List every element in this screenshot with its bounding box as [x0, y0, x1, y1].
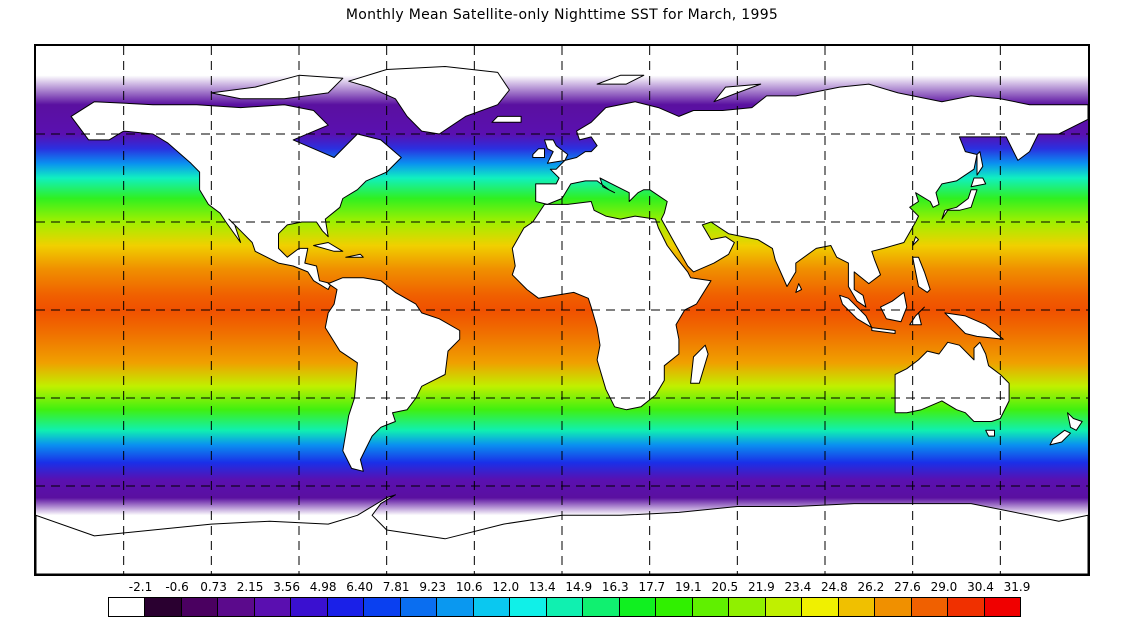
legend-swatch: [656, 598, 693, 616]
legend-swatch: [692, 598, 730, 616]
landmass-africa: [511, 201, 712, 411]
legend-tick-label: 30.4: [967, 580, 994, 594]
legend-swatch: [546, 598, 584, 616]
legend-tick-label: 20.5: [711, 580, 739, 594]
legend-tick-label: 29.0: [930, 580, 958, 594]
legend-swatch: [729, 598, 766, 616]
landmass-philippines: [912, 256, 931, 293]
legend-swatch: [254, 598, 292, 616]
landmass-north-america: [70, 101, 402, 290]
sst-map: [34, 44, 1090, 576]
legend-swatch: [619, 598, 657, 616]
legend-swatch: [145, 598, 182, 616]
legend-swatch: [948, 598, 985, 616]
landmass-sakhalin: [976, 151, 984, 176]
legend-swatch: [510, 598, 547, 616]
legend-swatch: [911, 598, 949, 616]
legend-swatch: [583, 598, 620, 616]
landmass-svalbard: [596, 74, 645, 85]
legend-swatch: [364, 598, 401, 616]
landmass-madagascar: [690, 344, 709, 384]
legend-tick-label: 19.1: [674, 580, 702, 594]
landmass-iceland: [491, 115, 522, 123]
legend-swatch: [473, 598, 511, 616]
landmass-ireland: [532, 148, 545, 158]
legend-swatch: [765, 598, 803, 616]
landmass-taiwan: [912, 236, 919, 246]
legend-tick-label: 23.4: [784, 580, 812, 594]
landmass-cuba: [313, 242, 344, 252]
legend-tick-label: 21.9: [748, 580, 775, 594]
legend-swatch: [838, 598, 876, 616]
legend-tick-label: 4.98: [309, 580, 337, 594]
landmass-novaya-zemlya: [713, 83, 762, 103]
legend-tick-label: 0.73: [200, 580, 227, 594]
landmass-borneo: [880, 291, 908, 323]
legend-tick-label: -2.1: [128, 580, 153, 594]
landmass-new-guinea: [944, 312, 1004, 340]
landmass-greenland: [348, 66, 510, 135]
landmass-australia: [894, 341, 1010, 422]
legend-swatch: [109, 598, 146, 616]
landmass-tasmania: [985, 429, 995, 437]
landmass-japan: [941, 189, 978, 220]
legend-swatch: [400, 598, 438, 616]
legend-tick-label: 6.40: [346, 580, 373, 594]
legend-swatch: [875, 598, 912, 616]
legend-swatch: [181, 598, 219, 616]
legend-tick-label: 31.9: [1003, 580, 1031, 594]
legend-swatch: [802, 598, 839, 616]
landmass-java: [871, 327, 896, 334]
legend-tick-label: 24.8: [821, 580, 848, 594]
landmass-new-zealand-north: [1067, 412, 1083, 431]
legend-tick-label: 27.6: [894, 580, 921, 594]
legend-tick-label: 14.9: [565, 580, 593, 594]
legend-swatch: [327, 598, 365, 616]
legend-tick-label: -0.6: [165, 580, 189, 594]
landmass-hokkaido: [970, 177, 987, 188]
legend-tick-label: 26.2: [857, 580, 885, 594]
map-title: Monthly Mean Satellite-only Nighttime SS…: [345, 7, 779, 23]
legend-tick-label: 7.81: [382, 580, 410, 594]
legend-tick-label: 2.15: [236, 580, 264, 594]
legend-tick-label: 9.23: [419, 580, 447, 594]
landmass-canadian-islands: [210, 74, 344, 100]
landmass-eurasia: [535, 83, 1088, 308]
legend-tick-label: 10.6: [455, 580, 483, 594]
world-map: [36, 46, 1088, 574]
legend-swatch: [218, 598, 255, 616]
landmass-south-america: [324, 277, 461, 472]
color-legend: [108, 597, 1021, 617]
landmass-hispaniola: [345, 253, 364, 258]
legend-tick-label: 13.4: [528, 580, 556, 594]
legend-swatch: [437, 598, 474, 616]
legend-tick-label: 17.7: [638, 580, 666, 594]
graticule-grid: [36, 46, 1088, 574]
legend-tick-label: 16.3: [601, 580, 629, 594]
legend-swatch: [984, 598, 1021, 616]
landmass-sri-lanka: [795, 283, 803, 293]
legend-tick-label: 12.0: [492, 580, 520, 594]
legend-swatch: [291, 598, 328, 616]
legend-labels: -2.1 -0.6 0.73 2.15 3.56 4.98 6.40 7.81 9.23 10.6…: [88, 580, 1048, 596]
legend-tick-label: 3.56: [273, 580, 300, 594]
landmass-new-zealand-south: [1049, 429, 1071, 446]
